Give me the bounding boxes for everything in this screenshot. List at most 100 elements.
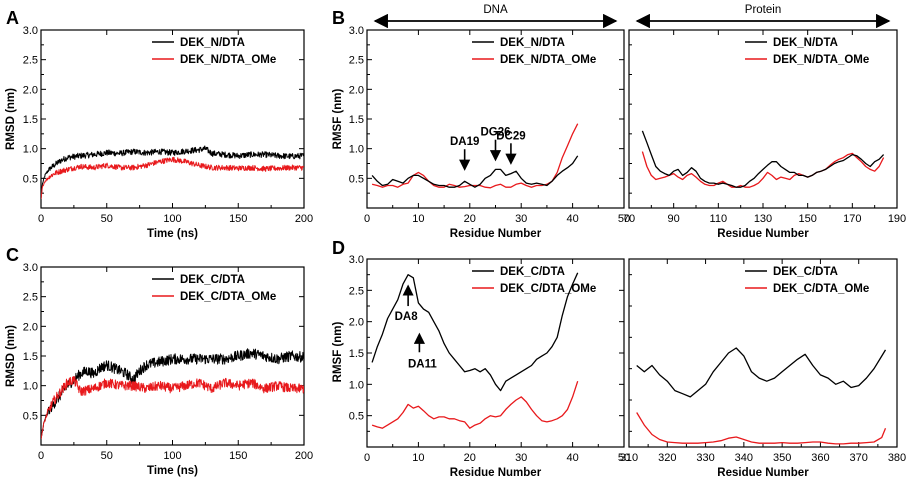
x-tick-label: 320: [658, 452, 676, 464]
y-tick-label: 1.5: [23, 114, 38, 126]
x-tick-label: 190: [888, 213, 906, 225]
legend-label: DEK_N/DTA_OMe: [773, 54, 869, 66]
x-tick-label: 40: [566, 452, 578, 464]
annotation-label: DC29: [496, 130, 525, 142]
x-axis-title: Time (ns): [147, 228, 198, 240]
legend-label: DEK_C/DTA: [500, 266, 565, 278]
x-tick-label: 10: [412, 213, 424, 225]
y-tick-label: 0.5: [349, 411, 364, 423]
x-tick-label: 110: [710, 213, 728, 225]
x-tick-label: 30: [515, 452, 527, 464]
series-line-primary: [636, 347, 887, 398]
y-tick-label: 2.5: [349, 55, 364, 67]
x-tick-label: 50: [618, 452, 630, 464]
x-tick-label: 370: [850, 452, 868, 464]
y-tick-label: 0.5: [349, 173, 364, 185]
legend-label: DEK_N/DTA_OMe: [500, 54, 596, 66]
annotation-label: DA8: [395, 311, 419, 323]
legend-label: DEK_C/DTA_OMe: [500, 283, 596, 295]
y-axis-title: RMSD (nm): [5, 325, 17, 387]
x-tick-label: 330: [696, 452, 714, 464]
series-line-primary: [371, 155, 579, 188]
legend-label: DEK_N/DTA: [773, 37, 838, 49]
x-tick-label: 150: [798, 213, 816, 225]
y-tick-label: 0.5: [23, 173, 38, 185]
x-tick-label: 0: [38, 450, 44, 462]
y-axis-title: RMSF (nm): [332, 321, 344, 382]
x-tick-label: 200: [295, 213, 313, 225]
series-line-primary: [41, 145, 304, 200]
x-tick-label: 50: [101, 213, 113, 225]
x-tick-label: 0: [364, 452, 370, 464]
x-tick-label: 20: [464, 213, 476, 225]
legend-label: DEK_C/DTA: [773, 266, 838, 278]
x-axis-title: Residue Number: [450, 467, 542, 479]
y-tick-label: 3.0: [23, 25, 38, 37]
y-tick-label: 1.0: [23, 144, 38, 156]
x-tick-label: 0: [38, 213, 44, 225]
x-axis-title: Residue Number: [450, 228, 542, 240]
span-label: Protein: [745, 4, 781, 16]
y-tick-label: 3.0: [23, 262, 38, 274]
chart-d-dna: D 0 10 20 30 40 50 0.5 1.0 1.5 2.0 2.5 3.0 Residue Nu…: [332, 238, 630, 479]
x-tick-label: 170: [843, 213, 861, 225]
x-tick-label: 50: [618, 213, 630, 225]
chart-a: A 0 50 100 150 200 0.5 1.0 1.5 2.0 2.5 3.0 Time (ns)…: [5, 8, 313, 240]
panel-label: A: [6, 8, 19, 28]
x-tick-label: 310: [620, 452, 638, 464]
legend-label: DEK_C/DTA_OMe: [773, 283, 869, 295]
x-tick-label: 100: [163, 450, 181, 462]
y-tick-label: 1.0: [23, 381, 38, 393]
x-tick-label: 350: [773, 452, 791, 464]
annotation-label: DA19: [450, 136, 479, 148]
y-tick-label: 1.5: [349, 114, 364, 126]
x-tick-label: 380: [888, 452, 906, 464]
x-axis-title: Residue Number: [717, 467, 809, 479]
x-tick-label: 50: [101, 450, 113, 462]
x-tick-label: 70: [623, 213, 635, 225]
series-line-ome: [371, 123, 579, 189]
x-tick-label: 150: [229, 450, 247, 462]
y-tick-label: 3.0: [349, 25, 364, 37]
x-tick-label: 30: [515, 213, 527, 225]
legend-label: DEK_N/DTA: [500, 37, 565, 49]
y-tick-label: 2.0: [23, 321, 38, 333]
y-axis-title: RMSD (nm): [5, 88, 17, 150]
y-tick-label: 1.0: [349, 379, 364, 391]
y-tick-label: 2.0: [23, 84, 38, 96]
series-line-ome: [636, 412, 887, 445]
y-tick-label: 2.5: [23, 55, 38, 67]
x-tick-label: 100: [163, 213, 181, 225]
legend-label: DEK_C/DTA_OMe: [180, 291, 276, 303]
y-tick-label: 2.5: [349, 285, 364, 297]
series-line-ome: [641, 151, 885, 188]
series-line-ome: [41, 156, 304, 200]
x-axis-title: Time (ns): [147, 465, 198, 477]
y-tick-label: 2.0: [349, 84, 364, 96]
y-tick-label: 1.5: [349, 348, 364, 360]
y-tick-label: 2.5: [23, 292, 38, 304]
x-tick-label: 150: [229, 213, 247, 225]
x-tick-label: 340: [735, 452, 753, 464]
span-label: DNA: [483, 4, 508, 16]
legend-label: DEK_N/DTA: [180, 37, 245, 49]
y-tick-label: 1.5: [23, 351, 38, 363]
x-tick-label: 0: [364, 213, 370, 225]
y-tick-label: 2.0: [349, 317, 364, 329]
chart-d-protein: 310 320 330 340 350 360 370 380 Residue Number DE…: [620, 258, 906, 479]
y-tick-label: 0.5: [23, 410, 38, 422]
x-tick-label: 40: [566, 213, 578, 225]
x-tick-label: 20: [464, 452, 476, 464]
x-tick-label: 360: [811, 452, 829, 464]
chart-b-dna: B 0 10 20 30 40 50 0.5 1.0 1.5 2.0 2.5 3.0 Residue Nu…: [332, 4, 630, 240]
y-tick-label: 3.0: [349, 254, 364, 266]
x-tick-label: 130: [754, 213, 772, 225]
panel-label: C: [6, 245, 19, 265]
series-line-ome: [41, 376, 304, 440]
series-line-primary: [641, 130, 885, 188]
chart-b-protein: 70 90 110 130 150 170 190 Residue Number DEK_N/D…: [623, 4, 906, 240]
panel-label: D: [332, 238, 345, 258]
chart-c: C 0 50 100 150 200 0.5 1.0 1.5 2.0 2.5 3.0 Time (ns)…: [5, 245, 313, 477]
x-tick-label: 200: [295, 450, 313, 462]
